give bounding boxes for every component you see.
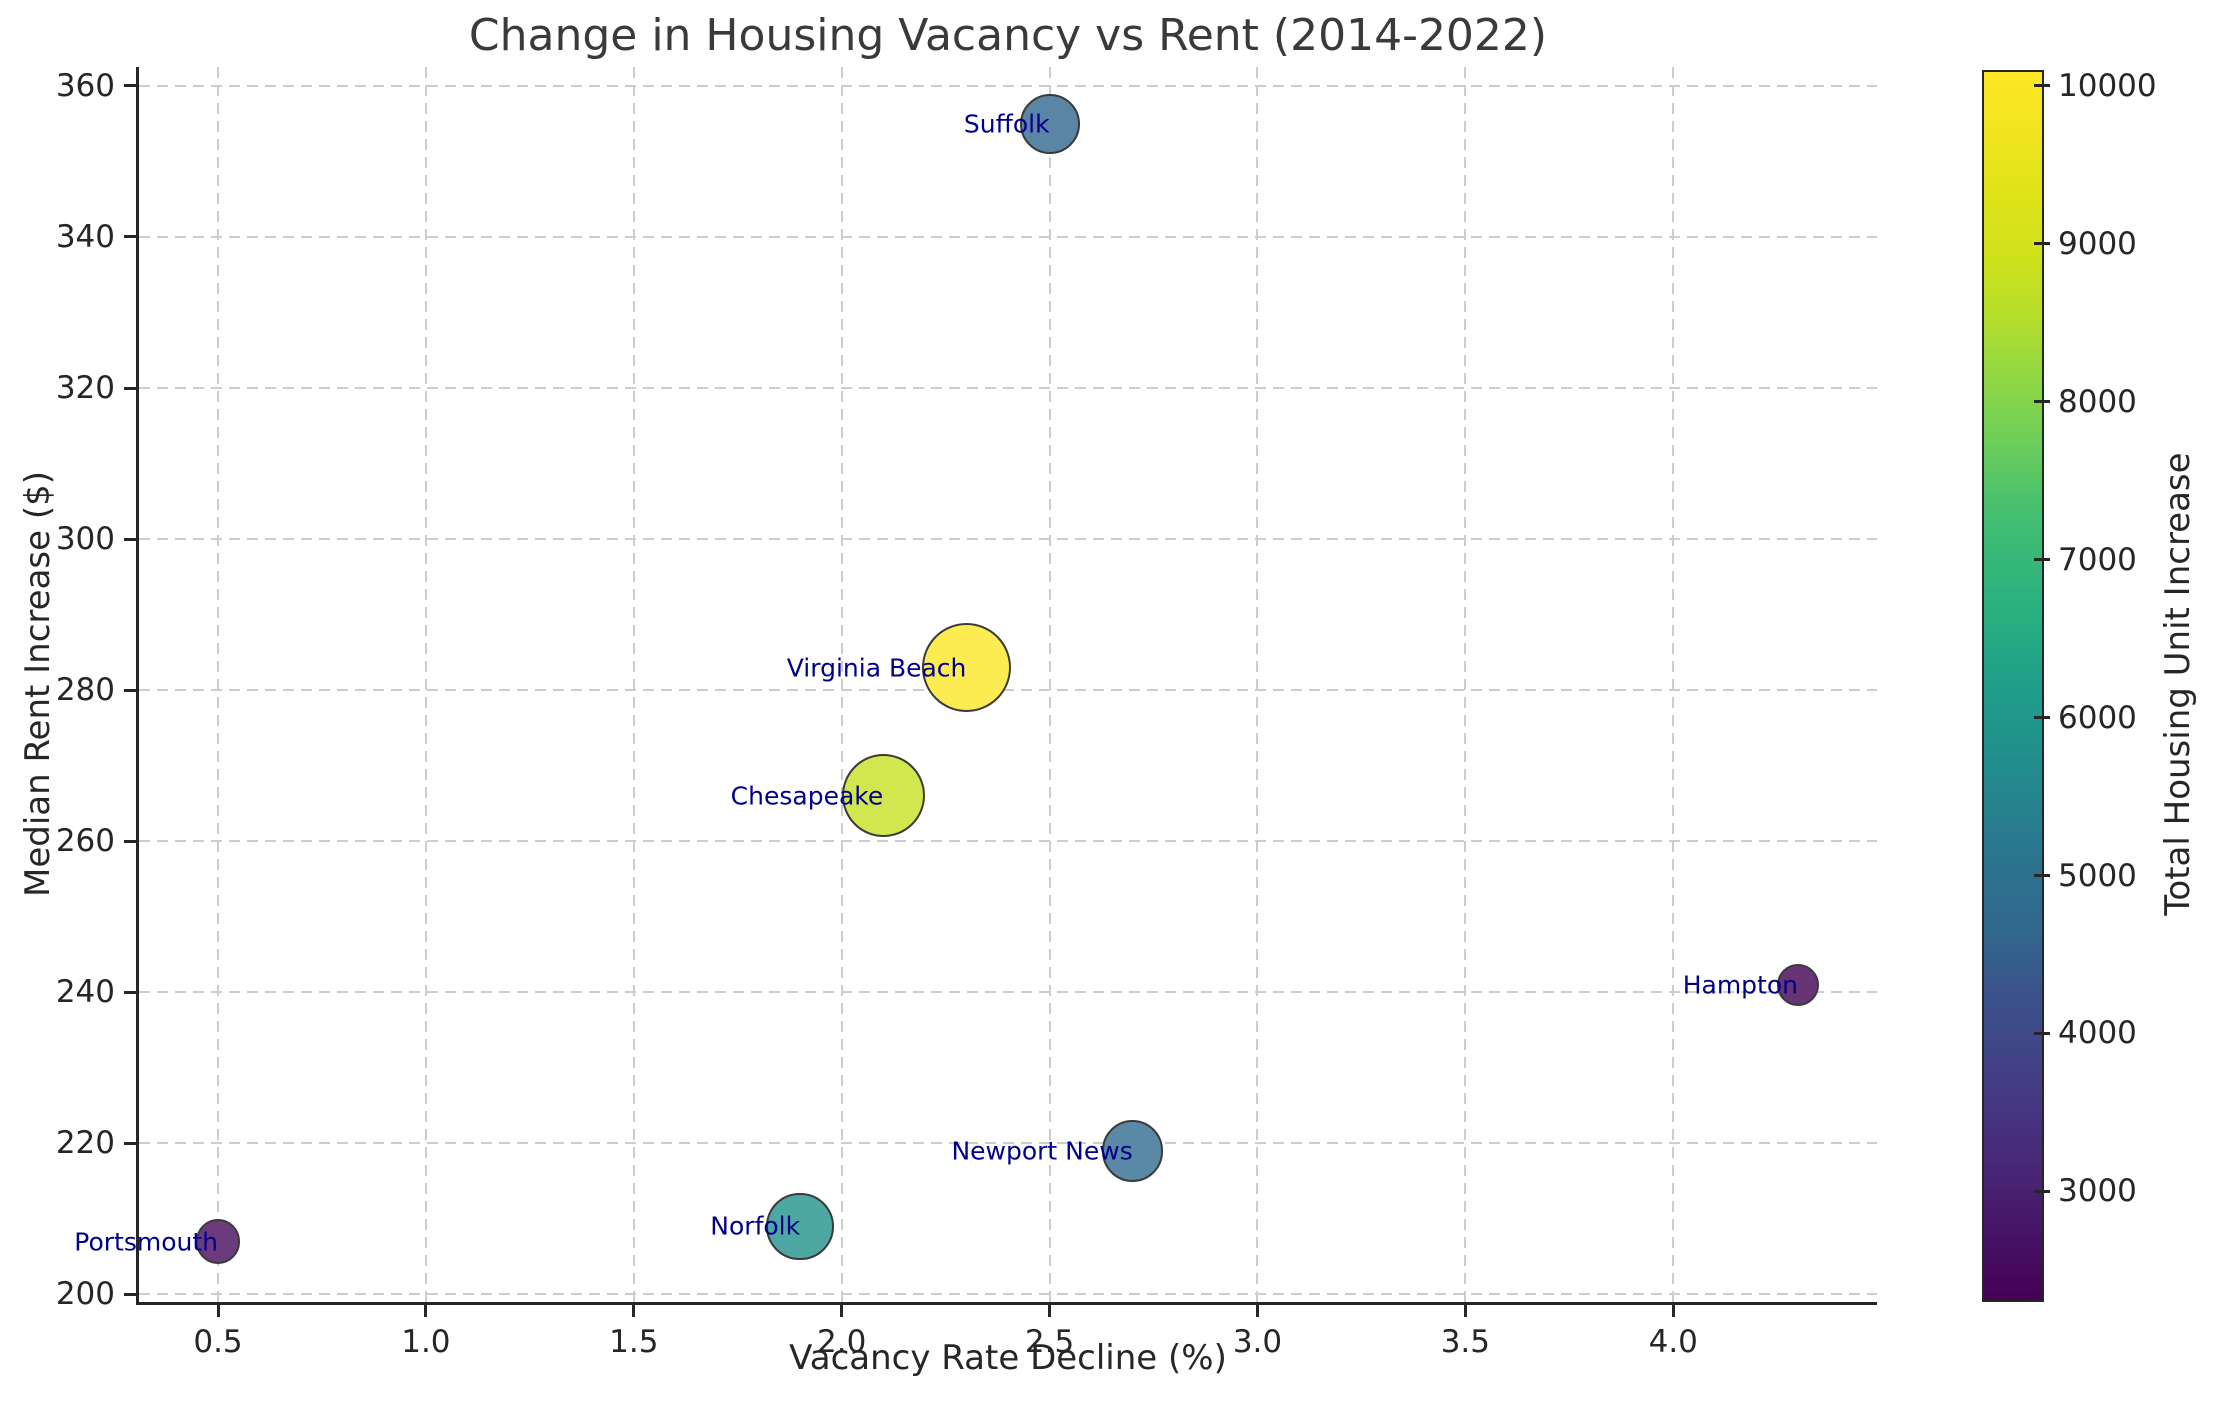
colorbar-tick-label: 8000	[2058, 383, 2137, 420]
x-tick-label: 2.0	[817, 1324, 867, 1360]
gridline-x	[424, 67, 427, 1302]
x-tick-label: 3.0	[1232, 1324, 1283, 1360]
y-tick-label: 320	[55, 370, 115, 407]
x-tick	[424, 1305, 428, 1317]
data-point	[921, 623, 1011, 712]
colorbar-tick-label: 10000	[2058, 67, 2157, 104]
x-tick	[1463, 1305, 1467, 1317]
y-axis-label: Median Rent Increase ($)	[18, 470, 58, 898]
data-point-label: Norfolk	[710, 1211, 801, 1241]
x-tick-label: 4.0	[1648, 1324, 1698, 1360]
y-tick-label: 360	[55, 67, 115, 104]
y-tick-label: 260	[55, 823, 115, 860]
gridline-x	[217, 67, 219, 1302]
colorbar-tick-label: 3000	[2058, 1173, 2137, 1210]
colorbar-tick	[2034, 1189, 2050, 1193]
y-tick-label: 340	[55, 218, 115, 255]
colorbar-label: Total Housing Unit Increase	[2158, 452, 2198, 916]
gridline-x	[1672, 67, 1675, 1302]
data-point	[766, 1192, 834, 1261]
x-tick-label: 3.5	[1440, 1324, 1491, 1360]
data-point	[1102, 1120, 1164, 1182]
y-tick-label: 220	[55, 1125, 115, 1162]
y-tick-label: 300	[55, 521, 115, 558]
y-tick	[124, 537, 136, 541]
bottom-spine	[136, 1302, 1877, 1305]
gridline-y	[139, 538, 1877, 541]
gridline-x	[1048, 67, 1051, 1302]
y-tick-label: 240	[55, 974, 115, 1011]
colorbar-tick	[2034, 1031, 2050, 1035]
left-spine	[136, 67, 139, 1305]
y-tick-label: 200	[55, 1276, 115, 1313]
colorbar-tick-label: 7000	[2058, 541, 2137, 578]
gridline-x	[840, 67, 843, 1302]
data-point	[1776, 963, 1820, 1006]
gridline-y	[139, 1293, 1877, 1296]
x-tick-label: 1.0	[401, 1324, 451, 1360]
data-point-label: Chesapeake	[730, 781, 884, 811]
gridline-y	[139, 689, 1877, 692]
y-tick	[124, 1292, 136, 1296]
data-point	[195, 1219, 241, 1264]
y-tick	[124, 688, 136, 692]
y-tick	[124, 84, 136, 88]
colorbar-tick-label: 4000	[2058, 1015, 2137, 1052]
gridline-y	[139, 387, 1877, 390]
gridline-y	[139, 1142, 1877, 1145]
x-tick-label: 1.5	[609, 1324, 659, 1360]
x-tick	[216, 1305, 220, 1317]
y-tick	[124, 839, 136, 843]
x-tick	[840, 1305, 844, 1317]
y-tick	[124, 990, 136, 994]
gridline-y	[139, 235, 1877, 238]
x-axis-label: Vacancy Rate Decline (%)	[789, 1338, 1227, 1378]
colorbar-tick-label: 5000	[2058, 857, 2137, 894]
gridline-x	[1256, 67, 1259, 1302]
data-point-label: Hampton	[1682, 970, 1798, 1000]
colorbar-tick	[2034, 716, 2050, 720]
y-tick	[124, 235, 136, 239]
gridline-x	[632, 67, 635, 1302]
data-point-label: Portsmouth	[74, 1227, 218, 1257]
colorbar-tick-label: 6000	[2058, 699, 2137, 736]
colorbar-tick	[2034, 400, 2050, 404]
y-tick-label: 280	[55, 672, 115, 709]
x-tick-label: 0.5	[193, 1324, 243, 1360]
x-tick	[632, 1305, 636, 1317]
data-point-label: Newport News	[951, 1136, 1133, 1166]
x-tick-label: 2.5	[1024, 1324, 1075, 1360]
gridline-y	[139, 840, 1877, 843]
data-point	[1019, 93, 1080, 154]
data-point-label: Suffolk	[963, 109, 1050, 139]
colorbar-gradient	[1982, 70, 2044, 1302]
colorbar-tick	[2034, 558, 2050, 562]
x-tick	[1255, 1305, 1259, 1317]
chart-title: Change in Housing Vacancy vs Rent (2014-…	[468, 10, 1548, 61]
gridline-x	[1464, 67, 1467, 1302]
y-tick	[124, 386, 136, 390]
colorbar-tick	[2034, 874, 2050, 878]
x-tick	[1048, 1305, 1052, 1317]
colorbar-tick-label: 9000	[2058, 225, 2137, 262]
colorbar-tick	[2034, 84, 2050, 88]
gridline-y	[139, 84, 1877, 87]
gridline-y	[139, 991, 1877, 994]
colorbar-tick	[2034, 242, 2050, 246]
data-point-label: Virginia Beach	[786, 653, 967, 682]
y-tick	[124, 1141, 136, 1145]
data-point	[841, 754, 925, 838]
x-tick	[1671, 1305, 1675, 1317]
